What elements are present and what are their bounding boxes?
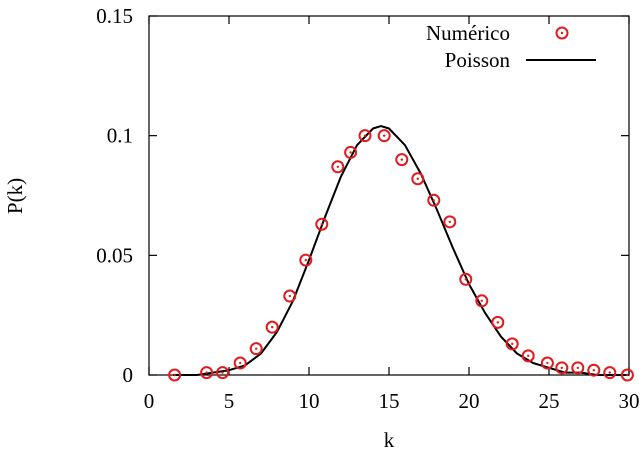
data-point xyxy=(216,366,230,380)
data-point xyxy=(459,272,473,286)
plot-frame xyxy=(148,15,630,376)
data-point xyxy=(620,368,634,382)
x-tick-label: 0 xyxy=(144,389,155,413)
data-point xyxy=(344,145,358,159)
numerico-series xyxy=(168,129,634,382)
data-point xyxy=(283,289,297,303)
data-point xyxy=(540,356,554,370)
data-point xyxy=(395,153,409,167)
x-tick-label: 20 xyxy=(459,389,480,413)
data-point xyxy=(315,217,329,231)
data-point xyxy=(233,356,247,370)
data-point xyxy=(331,160,345,174)
y-tick-label: 0.15 xyxy=(96,4,133,28)
x-tick-label: 25 xyxy=(539,389,560,413)
data-point xyxy=(427,193,441,207)
axis-ticks xyxy=(148,15,630,376)
y-tick-label: 0.05 xyxy=(96,243,133,267)
data-point xyxy=(299,253,313,267)
y-tick-label: 0.1 xyxy=(107,124,133,148)
data-point xyxy=(475,294,489,308)
data-point xyxy=(249,342,263,356)
data-point xyxy=(200,366,214,380)
data-point xyxy=(571,361,585,375)
legend-label-numerico: Numérico xyxy=(426,21,510,45)
legend: Numérico Poisson xyxy=(426,21,596,72)
legend-marker-numerico xyxy=(555,26,569,40)
data-point xyxy=(587,363,601,377)
data-point xyxy=(377,129,391,143)
x-axis-label: k xyxy=(384,428,395,452)
y-axis-label: P(k) xyxy=(3,178,27,214)
data-point xyxy=(443,215,457,229)
data-point xyxy=(603,366,617,380)
data-point xyxy=(168,368,182,382)
x-tick-label: 15 xyxy=(379,389,400,413)
x-tick-label: 5 xyxy=(224,389,235,413)
data-point xyxy=(358,129,372,143)
x-tick-label: 30 xyxy=(619,389,640,413)
data-point xyxy=(411,172,425,186)
poisson-series xyxy=(173,125,629,376)
data-point xyxy=(265,320,279,334)
data-point xyxy=(505,337,519,351)
data-point xyxy=(521,349,535,363)
poisson-line xyxy=(173,125,629,376)
y-tick-label: 0 xyxy=(123,363,134,387)
data-point xyxy=(555,361,569,375)
x-tick-label: 10 xyxy=(299,389,320,413)
axis-tick-labels: 0 5 10 15 20 25 30 0 0.05 0.1 0.15 xyxy=(96,4,639,413)
legend-label-poisson: Poisson xyxy=(445,48,511,72)
data-point xyxy=(491,315,505,329)
legend-marker-symbol xyxy=(555,26,569,40)
